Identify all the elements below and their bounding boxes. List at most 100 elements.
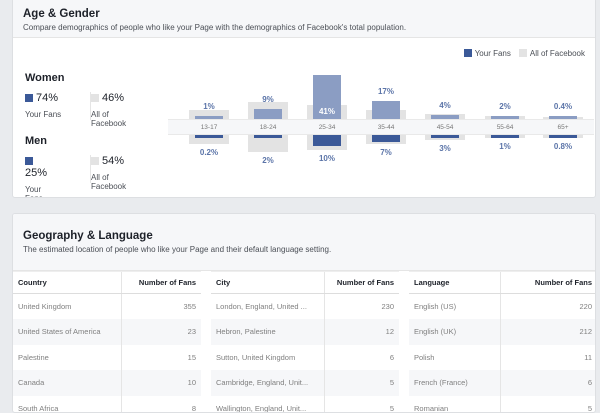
age-tick-label: 45-54 bbox=[425, 124, 465, 131]
column-header[interactable]: Number of Fans bbox=[324, 272, 399, 294]
fan-count: 6 bbox=[324, 345, 399, 371]
men-fb-pct: 54% bbox=[102, 155, 124, 167]
geography-subtitle: The estimated location of people who lik… bbox=[23, 245, 585, 254]
women-fans-label: 17% bbox=[366, 87, 406, 96]
men-fans-bar bbox=[372, 135, 400, 142]
location-name: London, England, United ... bbox=[211, 294, 324, 320]
women-summary: Women 74%Your Fans 46%All of Facebook bbox=[25, 72, 65, 84]
location-name: English (US) bbox=[409, 294, 501, 320]
men-fans-label: 2% bbox=[248, 156, 288, 165]
fan-count: 220 bbox=[501, 294, 596, 320]
men-fans-pct: 25% bbox=[25, 167, 47, 179]
fan-count: 5 bbox=[324, 370, 399, 396]
column-header[interactable]: Country bbox=[13, 272, 122, 294]
women-fans-bar bbox=[372, 101, 400, 119]
age-tick-label: 35-44 bbox=[366, 124, 406, 131]
men-summary: Men 25%Your Fans 54%All of Facebook bbox=[25, 135, 47, 147]
women-fans-label: 2% bbox=[485, 102, 525, 111]
location-name: Cambridge, England, Unit... bbox=[211, 370, 324, 396]
age-tick-label: 18-24 bbox=[248, 124, 288, 131]
legend-facebook: All of Facebook bbox=[519, 49, 585, 58]
location-name: Canada bbox=[13, 370, 122, 396]
men-fans-label: 10% bbox=[307, 154, 347, 163]
fan-count: 5 bbox=[324, 396, 399, 413]
column-header[interactable]: Number of Fans bbox=[122, 272, 201, 294]
location-name: Romanian bbox=[409, 396, 501, 413]
location-name: Wallington, England, Unit... bbox=[211, 396, 324, 413]
men-label: Men bbox=[25, 135, 47, 147]
fan-count: 15 bbox=[122, 345, 201, 371]
fan-count: 230 bbox=[324, 294, 399, 320]
women-fans-label: 1% bbox=[189, 102, 229, 111]
women-fans-label: 4% bbox=[425, 101, 465, 110]
men-fans-label: 7% bbox=[366, 148, 406, 157]
women-fb-pct: 46% bbox=[102, 92, 124, 104]
fan-count: 23 bbox=[122, 319, 201, 345]
chart-legend: Your Fans All of Facebook bbox=[464, 49, 585, 58]
age-tick-label: 65+ bbox=[543, 124, 583, 131]
location-name: English (UK) bbox=[409, 319, 501, 345]
location-name: Sutton, United Kingdom bbox=[211, 345, 324, 371]
table-row: Cambridge, England, Unit...5 bbox=[211, 370, 399, 396]
women-fans-label: 41% bbox=[307, 107, 347, 116]
fan-count: 6 bbox=[501, 370, 596, 396]
fan-count: 8 bbox=[122, 396, 201, 413]
location-name: Hebron, Palestine bbox=[211, 319, 324, 345]
men-fans-label: 3% bbox=[425, 144, 465, 153]
table-row: Wallington, England, Unit...5 bbox=[211, 396, 399, 413]
legend-fans: Your Fans bbox=[464, 49, 511, 58]
men-fans-bar bbox=[491, 135, 519, 138]
fan-count: 12 bbox=[324, 319, 399, 345]
fan-count: 5 bbox=[501, 396, 596, 413]
location-name: Polish bbox=[409, 345, 501, 371]
location-name: French (France) bbox=[409, 370, 501, 396]
men-fans-bar bbox=[254, 135, 282, 138]
age-gender-title: Age & Gender bbox=[23, 8, 585, 20]
location-name: South Africa bbox=[13, 396, 122, 413]
men-fans-bar bbox=[431, 135, 459, 138]
women-fans-bar bbox=[254, 109, 282, 119]
men-fans-label: 0.2% bbox=[189, 148, 229, 157]
women-fans-label: 9% bbox=[248, 95, 288, 104]
location-name: United States of America bbox=[13, 319, 122, 345]
age-gender-subtitle: Compare demographics of people who like … bbox=[23, 23, 585, 32]
geography-panel: Geography & Language The estimated locat… bbox=[12, 213, 596, 413]
women-fans-pct: 74% bbox=[36, 92, 58, 104]
column-header[interactable]: Language bbox=[409, 272, 501, 294]
men-fans-bar bbox=[549, 135, 577, 138]
fan-count: 212 bbox=[501, 319, 596, 345]
women-label: Women bbox=[25, 72, 65, 84]
men-fans-label: 0.8% bbox=[543, 142, 583, 151]
fan-count: 355 bbox=[122, 294, 201, 320]
age-tick-label: 55-64 bbox=[485, 124, 525, 131]
women-fans-label: 0.4% bbox=[543, 102, 583, 111]
location-name: Palestine bbox=[13, 345, 122, 371]
geography-title: Geography & Language bbox=[23, 230, 585, 242]
location-name: United Kingdom bbox=[13, 294, 122, 320]
geography-header: Geography & Language The estimated locat… bbox=[13, 214, 595, 271]
column-header[interactable]: City bbox=[211, 272, 324, 294]
age-gender-panel: Age & Gender Compare demographics of peo… bbox=[12, 0, 596, 198]
men-fans-bar bbox=[195, 135, 223, 138]
men-fans-label: 1% bbox=[485, 142, 525, 151]
age-tick-label: 13-17 bbox=[189, 124, 229, 131]
table-row: English (US)220 bbox=[409, 294, 596, 320]
table-row: French (France)6 bbox=[409, 370, 596, 396]
fan-count: 10 bbox=[122, 370, 201, 396]
column-header[interactable]: Number of Fans bbox=[501, 272, 596, 294]
